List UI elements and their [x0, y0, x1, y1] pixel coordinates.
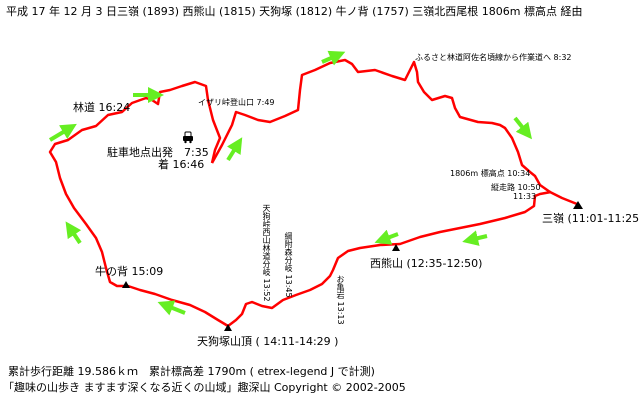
label-nishikuma: 西熊山 (12:35-12:50): [370, 257, 483, 270]
green-arrow-icon: [157, 300, 186, 316]
label-tsunatsuke: 綱附森分岐 13:45: [284, 232, 293, 298]
green-arrow-icon: [65, 221, 82, 245]
label-izari: イザリ峠登山口 7:49: [198, 98, 275, 107]
car-icon: [183, 131, 193, 144]
route-line: [210, 58, 578, 206]
triangle-summit-icon: [573, 201, 583, 209]
triangle-summit-icon: [392, 244, 400, 251]
label-parking-depart: 駐車地点出発 7:35: [107, 146, 209, 159]
green-arrow-icon: [48, 123, 77, 142]
route-line-south: [48, 80, 552, 328]
green-arrow-icon: [374, 229, 399, 245]
label-tengutsuka: 天狗塚山頂 ( 14:11-14:29 ): [197, 335, 339, 348]
label-jusoro-return: 11:33: [513, 192, 537, 201]
green-arrow-icon: [513, 116, 532, 140]
label-tengu-pass: 天狗峠西山林道分岐 13:52: [262, 204, 271, 302]
green-arrow-icon: [226, 137, 243, 162]
footer-copyright: 「趣味の山歩き ますます深くなる近くの山域」趣深山 Copyright © 20…: [3, 381, 406, 394]
label-rindo: 林道 16:24: [73, 101, 131, 114]
direction-arrows: [48, 50, 532, 316]
green-arrow-icon: [321, 50, 346, 66]
summit-markers: [122, 201, 583, 331]
triangle-summit-icon: [122, 281, 130, 288]
label-sanrei: 三嶺 (11:01-11:25): [542, 212, 640, 225]
label-1806: 1806m 標高点 10:34: [450, 169, 531, 178]
label-furusato: ふるさと林道阿佐名頃線から作業道へ 8:32: [415, 53, 572, 62]
triangle-summit-icon: [224, 324, 232, 331]
label-okameiwa: お亀岩 13:13: [336, 275, 345, 325]
label-ushinose: 牛の背 15:09: [95, 265, 164, 278]
footer-stats: 累計歩行距離 19.586ｋｍ 累計標高差 1790m ( etrex-lege…: [8, 365, 375, 378]
label-parking-arrive: 着 16:46: [158, 158, 205, 171]
green-arrow-icon: [462, 230, 488, 246]
label-jusoro: 縦走路 10:50: [491, 183, 541, 192]
page-title: 平成 17 年 12 月 3 日三嶺 (1893) 西熊山 (1815) 天狗塚…: [6, 5, 583, 18]
